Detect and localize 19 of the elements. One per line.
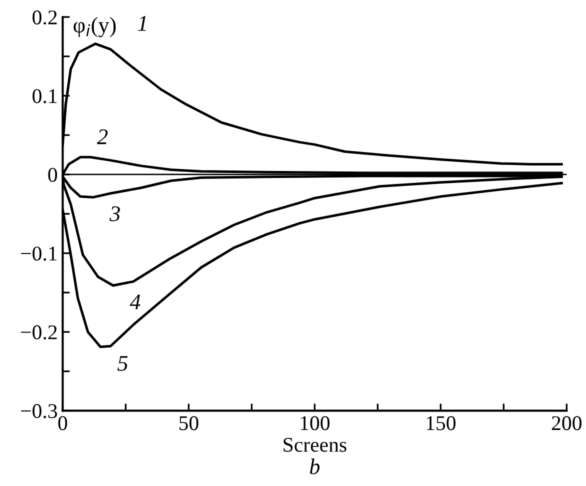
x-axis-title: Screens [284,438,346,452]
y-tick-label: −0.2 [21,325,57,340]
x-tick-label: 0 [58,416,68,430]
y-axis-title: φ$_{i}$(y) [74,17,116,38]
y-tick-label: 0 [48,168,58,182]
x-tick-label: 150 [426,416,456,430]
series-label: 3 [110,206,120,222]
y-tick-label: 0.1 [32,89,57,104]
y-tick-label: −0.1 [21,246,57,261]
x-tick-label: 100 [300,416,330,430]
series-label: 4 [130,294,140,310]
series-label: 5 [118,356,128,371]
y-tick-label: 0.2 [32,10,57,25]
series-label: 1 [138,16,146,31]
series-label: 2 [97,129,108,144]
x-tick-label: 50 [179,416,198,430]
x-tick-label: 200 [552,416,582,430]
y-tick-label: −0.3 [21,404,58,418]
text: b [310,458,320,474]
